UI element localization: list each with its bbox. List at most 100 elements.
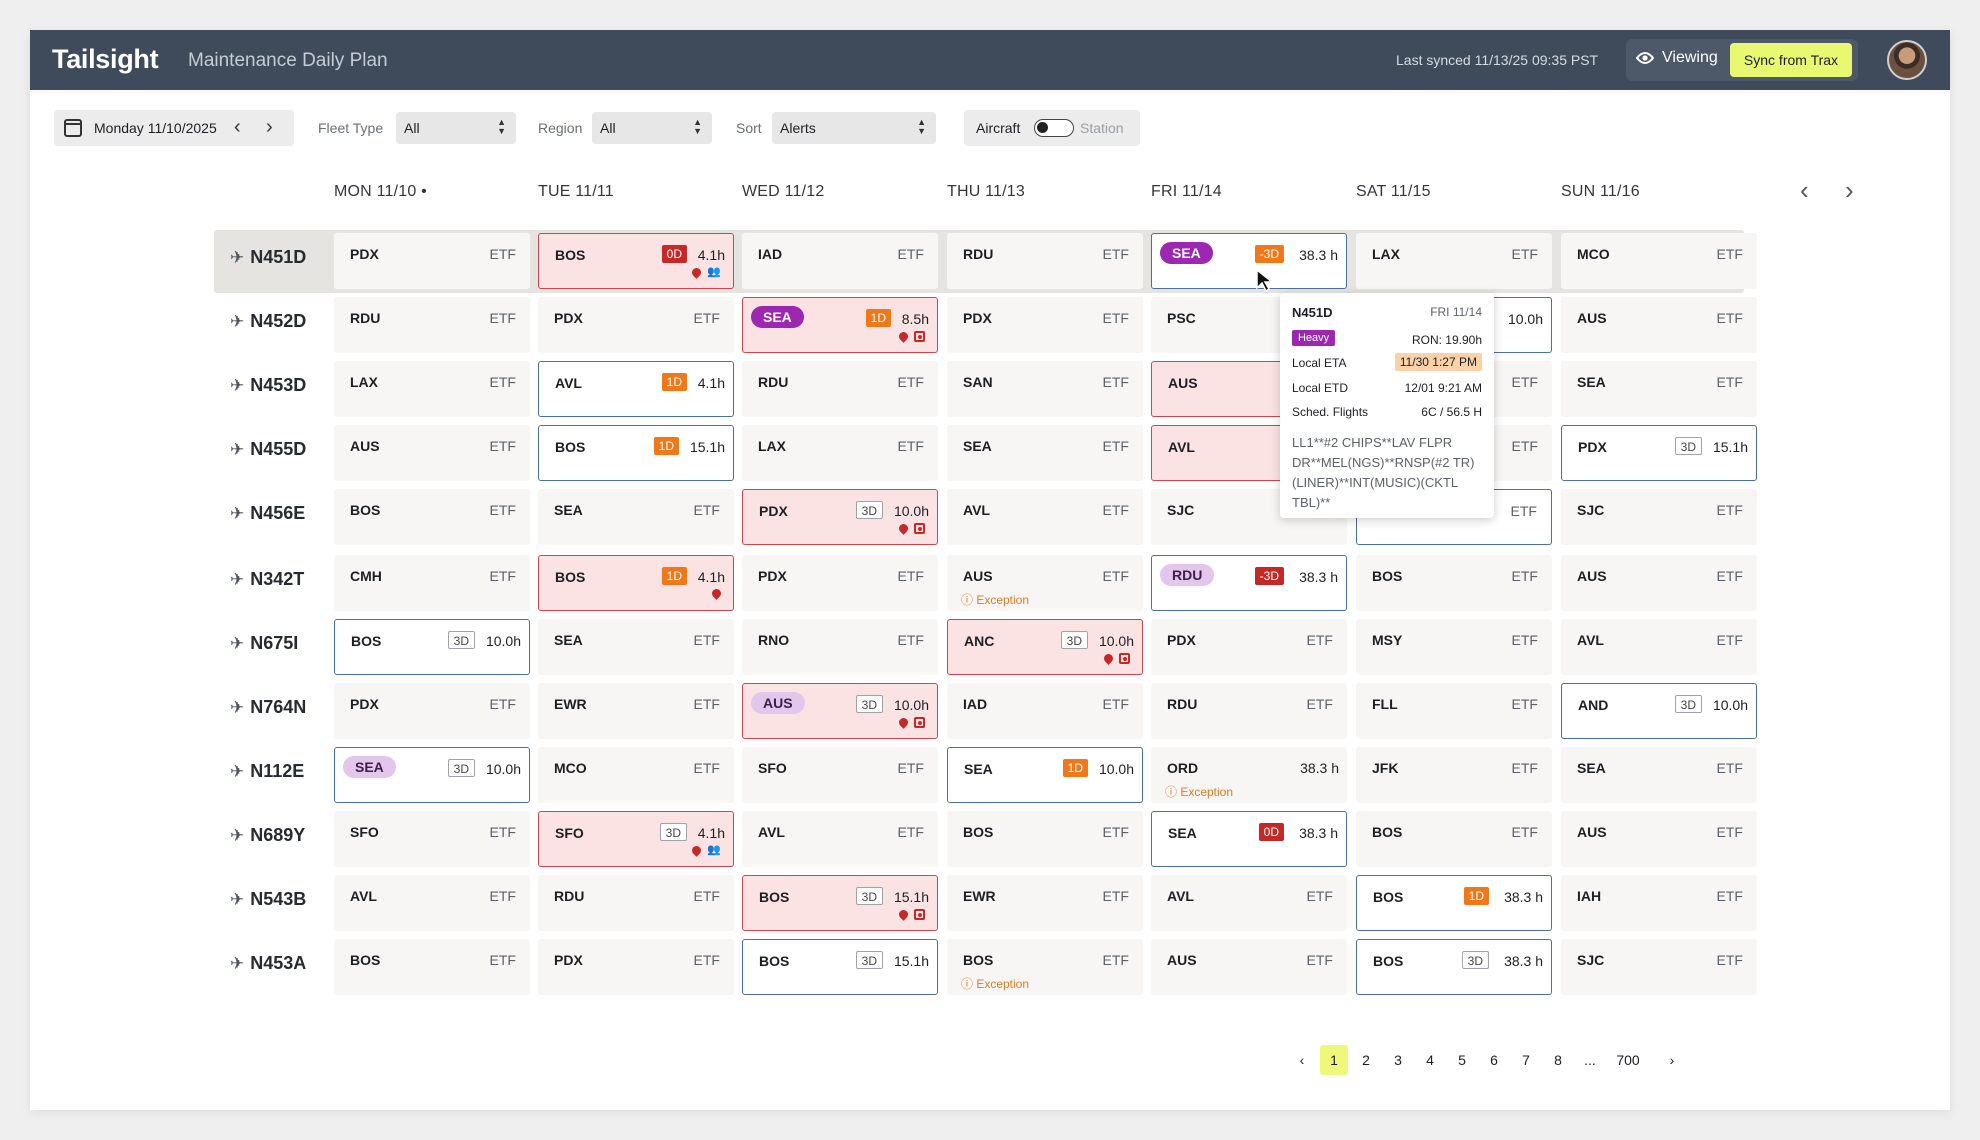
schedule-cell[interactable]: RDU ETF (947, 233, 1143, 289)
brand-logo[interactable]: Tailsight (52, 44, 159, 74)
schedule-cell[interactable]: SEA 38.3 h -3D (1151, 233, 1347, 289)
schedule-cell[interactable]: BOS ETF (1356, 555, 1552, 611)
schedule-cell[interactable]: AUS ETF (1561, 297, 1757, 353)
schedule-cell[interactable]: AUS ETF (334, 425, 530, 481)
schedule-cell[interactable]: AVL ETF (742, 811, 938, 867)
sort-select[interactable]: Alerts ▲ ▼ (772, 112, 936, 144)
schedule-cell[interactable]: BOS 10.0h 3D (334, 619, 530, 675)
next-week-icon[interactable]: › (1845, 175, 1854, 205)
schedule-cell[interactable]: SEA 38.3 h 0D (1151, 811, 1347, 867)
schedule-cell[interactable]: LAX ETF (334, 361, 530, 417)
aircraft-tail[interactable]: ✈ N689Y (230, 825, 305, 846)
aircraft-tail[interactable]: ✈ N456E (230, 503, 305, 524)
schedule-cell[interactable]: RDU ETF (1151, 683, 1347, 739)
schedule-cell[interactable]: SAN ETF (947, 361, 1143, 417)
schedule-cell[interactable]: PDX ETF (334, 683, 530, 739)
next-page-icon[interactable]: › (1669, 1052, 1675, 1068)
aircraft-tail[interactable]: ✈ N764N (230, 697, 306, 718)
chevron-left-icon[interactable]: ‹ (234, 116, 241, 138)
schedule-cell[interactable]: BOS ETF ⓘ Exception (947, 939, 1143, 995)
schedule-cell[interactable]: BOS ETF (334, 939, 530, 995)
page-number[interactable]: 5 (1458, 1052, 1466, 1068)
schedule-cell[interactable]: SFO 4.1h 3D 👥 (538, 811, 734, 867)
schedule-cell[interactable]: BOS 15.1h 3D (742, 939, 938, 995)
schedule-cell[interactable]: BOS 4.1h 1D (538, 555, 734, 611)
schedule-cell[interactable]: IAD ETF (947, 683, 1143, 739)
aircraft-tail[interactable]: ✈ N543B (230, 889, 306, 910)
schedule-cell[interactable]: SEA ETF (947, 425, 1143, 481)
schedule-cell[interactable]: ORD 38.3 h ⓘ Exception (1151, 747, 1347, 803)
page-number[interactable]: 2 (1362, 1052, 1370, 1068)
schedule-cell[interactable]: PDX 10.0h 3D (742, 489, 938, 545)
page-number[interactable]: 8 (1554, 1052, 1562, 1068)
schedule-cell[interactable]: IAD ETF (742, 233, 938, 289)
schedule-cell[interactable]: PDX ETF (947, 297, 1143, 353)
schedule-cell[interactable]: PDX ETF (742, 555, 938, 611)
schedule-cell[interactable]: RDU ETF (742, 361, 938, 417)
chevron-right-icon[interactable]: › (266, 116, 273, 138)
prev-page-icon[interactable]: ‹ (1299, 1052, 1305, 1068)
viewing-toggle[interactable]: Viewing (1636, 49, 1718, 67)
toggle-aircraft-label[interactable]: Aircraft (976, 120, 1021, 136)
page-number[interactable]: 3 (1394, 1052, 1402, 1068)
date-picker[interactable]: Monday 11/10/2025 ‹ › (54, 110, 294, 146)
schedule-cell[interactable]: AUS ETF (1561, 555, 1757, 611)
schedule-cell[interactable]: AVL 4.1h 1D (538, 361, 734, 417)
schedule-cell[interactable]: AUS ETF (1151, 939, 1347, 995)
schedule-cell[interactable]: AVL ETF (334, 875, 530, 931)
page-number[interactable]: 6 (1490, 1052, 1498, 1068)
prev-week-icon[interactable]: ‹ (1800, 175, 1809, 205)
aircraft-tail[interactable]: ✈ N455D (230, 439, 306, 460)
schedule-cell[interactable]: BOS 4.1h 0D 👥 (538, 233, 734, 289)
sync-button[interactable]: Sync from Trax (1730, 43, 1852, 77)
schedule-cell[interactable]: BOS ETF (334, 489, 530, 545)
aircraft-tail[interactable]: ✈ N451D (230, 247, 306, 268)
schedule-cell[interactable]: FLL ETF (1356, 683, 1552, 739)
schedule-cell[interactable]: AUS ETF (1561, 811, 1757, 867)
schedule-cell[interactable]: AVL ETF (947, 489, 1143, 545)
schedule-cell[interactable]: AVL ETF (1561, 619, 1757, 675)
schedule-cell[interactable]: AND 10.0h 3D (1561, 683, 1757, 739)
region-select[interactable]: All ▲ ▼ (592, 112, 712, 144)
schedule-cell[interactable]: RDU ETF (334, 297, 530, 353)
schedule-cell[interactable]: LAX ETF (742, 425, 938, 481)
schedule-cell[interactable]: RDU ETF (538, 875, 734, 931)
schedule-cell[interactable]: PDX ETF (538, 939, 734, 995)
schedule-cell[interactable]: AUS ETF ⓘ Exception (947, 555, 1143, 611)
schedule-cell[interactable]: EWR ETF (947, 875, 1143, 931)
page-number[interactable]: 4 (1426, 1052, 1434, 1068)
aircraft-station-switch[interactable] (1034, 119, 1074, 137)
aircraft-tail[interactable]: ✈ N112E (230, 761, 304, 782)
schedule-cell[interactable]: BOS 38.3 h 3D (1356, 939, 1552, 995)
schedule-cell[interactable]: BOS 15.1h 1D (538, 425, 734, 481)
aircraft-tail[interactable]: ✈ N453D (230, 375, 306, 396)
schedule-cell[interactable]: BOS 15.1h 3D (742, 875, 938, 931)
fleet-type-select[interactable]: All ▲ ▼ (396, 112, 516, 144)
schedule-cell[interactable]: PDX ETF (334, 233, 530, 289)
schedule-cell[interactable]: SJC ETF (1561, 939, 1757, 995)
page-number[interactable]: 700 (1616, 1052, 1640, 1068)
schedule-cell[interactable]: EWR ETF (538, 683, 734, 739)
schedule-cell[interactable]: RDU 38.3 h -3D (1151, 555, 1347, 611)
schedule-cell[interactable]: SEA 10.0h 3D (334, 747, 530, 803)
schedule-cell[interactable]: ANC 10.0h 3D (947, 619, 1143, 675)
schedule-cell[interactable]: SEA ETF (1561, 361, 1757, 417)
schedule-cell[interactable]: PDX 15.1h 3D (1561, 425, 1757, 481)
schedule-cell[interactable]: SEA 10.0h 1D (947, 747, 1143, 803)
page-number[interactable]: 7 (1522, 1052, 1530, 1068)
schedule-cell[interactable]: SEA 8.5h 1D (742, 297, 938, 353)
schedule-cell[interactable]: MCO ETF (1561, 233, 1757, 289)
schedule-cell[interactable]: MCO ETF (538, 747, 734, 803)
aircraft-tail[interactable]: ✈ N453A (230, 953, 306, 974)
schedule-cell[interactable]: IAH ETF (1561, 875, 1757, 931)
page-number[interactable]: ... (1584, 1052, 1596, 1068)
schedule-cell[interactable]: PDX ETF (538, 297, 734, 353)
aircraft-tail[interactable]: ✈ N675I (230, 633, 298, 654)
schedule-cell[interactable]: SEA ETF (538, 489, 734, 545)
schedule-cell[interactable]: RNO ETF (742, 619, 938, 675)
schedule-cell[interactable]: AUS 10.0h 3D (742, 683, 938, 739)
aircraft-tail[interactable]: ✈ N342T (230, 569, 304, 590)
schedule-cell[interactable]: SEA ETF (1561, 747, 1757, 803)
schedule-cell[interactable]: SFO ETF (334, 811, 530, 867)
schedule-cell[interactable]: BOS ETF (1356, 811, 1552, 867)
